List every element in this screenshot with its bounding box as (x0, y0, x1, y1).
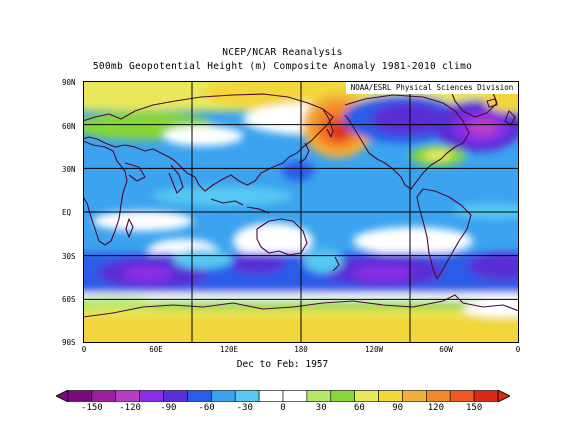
coastlines (83, 88, 519, 318)
lon-label-0-east: 0 (515, 345, 521, 354)
lon-label-60w: 60W (439, 345, 453, 354)
colorbar-swatch (258, 390, 284, 402)
colorbar-swatch (330, 390, 355, 402)
lat-label-60s: 60S (62, 295, 76, 304)
period-label: Dec to Feb: 1957 (236, 359, 329, 370)
colorbar-swatch (426, 390, 451, 402)
lat-label-30s: 30S (62, 252, 76, 261)
colorbar-swatch (211, 390, 236, 402)
graticule (83, 81, 519, 343)
colorbar-swatch (91, 390, 117, 402)
colorbar-tick-label: -150 (81, 403, 103, 413)
colorbar-min-arrow (56, 390, 69, 402)
colorbar-tick-label: -60 (198, 403, 215, 413)
colorbar-swatch (163, 390, 188, 402)
colorbar-swatch (115, 390, 140, 402)
colorbar-swatch (449, 390, 475, 402)
lat-label-90s: 90S (62, 338, 76, 347)
colorbar-tick-label: -90 (160, 403, 177, 413)
page-title: NCEP/NCAR Reanalysis (222, 47, 343, 58)
colorbar-swatch (473, 390, 499, 402)
credit-label: NOAA/ESRL Physical Sciences Division (346, 82, 518, 94)
colorbar-swatch (139, 390, 164, 402)
colorbar-swatch (306, 390, 332, 402)
colorbar-swatch (67, 390, 93, 402)
lon-label-60e: 60E (149, 345, 163, 354)
lon-label-180: 180 (294, 345, 308, 354)
colorbar-swatch (282, 390, 308, 402)
lon-label-120w: 120W (364, 345, 384, 354)
colorbar-tick-label: 60 (354, 403, 365, 413)
colorbar (56, 390, 510, 402)
colorbar-tick-label: 150 (465, 403, 483, 413)
lon-label-120e: 120E (219, 345, 239, 354)
colorbar-tick-label: 120 (427, 403, 445, 413)
page-subtitle: 500mb Geopotential Height (m) Composite … (92, 61, 473, 72)
colorbar-swatch (402, 390, 427, 402)
lat-label-30n: 30N (62, 165, 76, 174)
colorbar-swatch (354, 390, 379, 402)
colorbar-swatch (234, 390, 260, 402)
colorbar-tick-label: -30 (236, 403, 253, 413)
anomaly-map (83, 81, 519, 343)
colorbar-tick-label: 0 (280, 403, 286, 413)
lon-label-0: 0 (81, 345, 87, 354)
lat-label-eq: EQ (62, 208, 72, 217)
colorbar-tick-label: 90 (392, 403, 404, 413)
colorbar-swatch (378, 390, 403, 402)
lat-label-90n: 90N (62, 78, 76, 87)
map-frame (83, 81, 519, 343)
lat-label-60n: 60N (62, 122, 76, 131)
colorbar-tick-label: 30 (315, 403, 327, 413)
colorbar-swatch (187, 390, 212, 402)
colorbar-max-arrow (497, 390, 510, 402)
colorbar-tick-label: -120 (119, 403, 141, 413)
